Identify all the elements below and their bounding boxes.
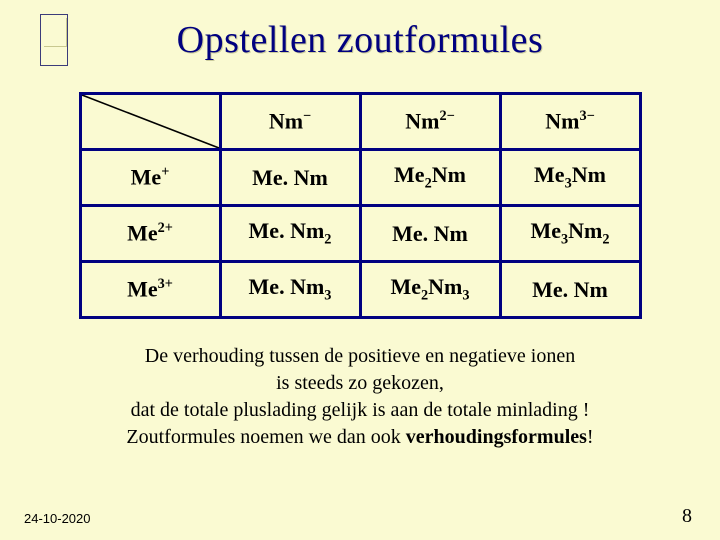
caption-line: ! (587, 426, 594, 448)
caption-line: is steeds zo gekozen, (276, 372, 444, 394)
table-cell: Me. Nm3 (220, 262, 360, 318)
table-cell: Me3Nm (500, 150, 640, 206)
row-header: Me+ (80, 150, 220, 206)
table-cell: Me2Nm3 (360, 262, 500, 318)
title-area: Opstellen zoutformules (40, 18, 680, 62)
diagonal-line-icon (82, 95, 219, 148)
title-decoration-icon (40, 14, 68, 66)
caption-line: dat de totale pluslading gelijk is aan d… (131, 399, 590, 421)
slide: Opstellen zoutformules Nm− Nm2− Nm3− Me+… (0, 0, 720, 540)
table-cell: Me2Nm (360, 150, 500, 206)
table-cell: Me3Nm2 (500, 206, 640, 262)
table-row: Me2+ Me. Nm2 Me. Nm Me3Nm2 (80, 206, 640, 262)
table-cell: Me. Nm (360, 206, 500, 262)
table-row: Me+ Me. Nm Me2Nm Me3Nm (80, 150, 640, 206)
footer-page-number: 8 (682, 505, 692, 528)
table-cell: Me. Nm (500, 262, 640, 318)
col-header: Nm2− (360, 94, 500, 150)
table-cell: Me. Nm (220, 150, 360, 206)
col-header: Nm3− (500, 94, 640, 150)
caption-bold: verhoudingsformules (406, 426, 587, 448)
formula-table: Nm− Nm2− Nm3− Me+ Me. Nm Me2Nm Me3Nm Me2… (79, 92, 642, 319)
row-header: Me2+ (80, 206, 220, 262)
table-cell: Me. Nm2 (220, 206, 360, 262)
caption-text: De verhouding tussen de positieve en neg… (40, 343, 680, 451)
caption-line: De verhouding tussen de positieve en neg… (145, 345, 575, 367)
col-header: Nm− (220, 94, 360, 150)
table-row: Me3+ Me. Nm3 Me2Nm3 Me. Nm (80, 262, 640, 318)
table-corner-cell (80, 94, 220, 150)
footer-date: 24-10-2020 (24, 511, 91, 526)
table-container: Nm− Nm2− Nm3− Me+ Me. Nm Me2Nm Me3Nm Me2… (40, 92, 680, 319)
caption-line: Zoutformules noemen we dan ook (126, 426, 405, 448)
row-header: Me3+ (80, 262, 220, 318)
table-header-row: Nm− Nm2− Nm3− (80, 94, 640, 150)
page-title: Opstellen zoutformules (40, 18, 680, 62)
